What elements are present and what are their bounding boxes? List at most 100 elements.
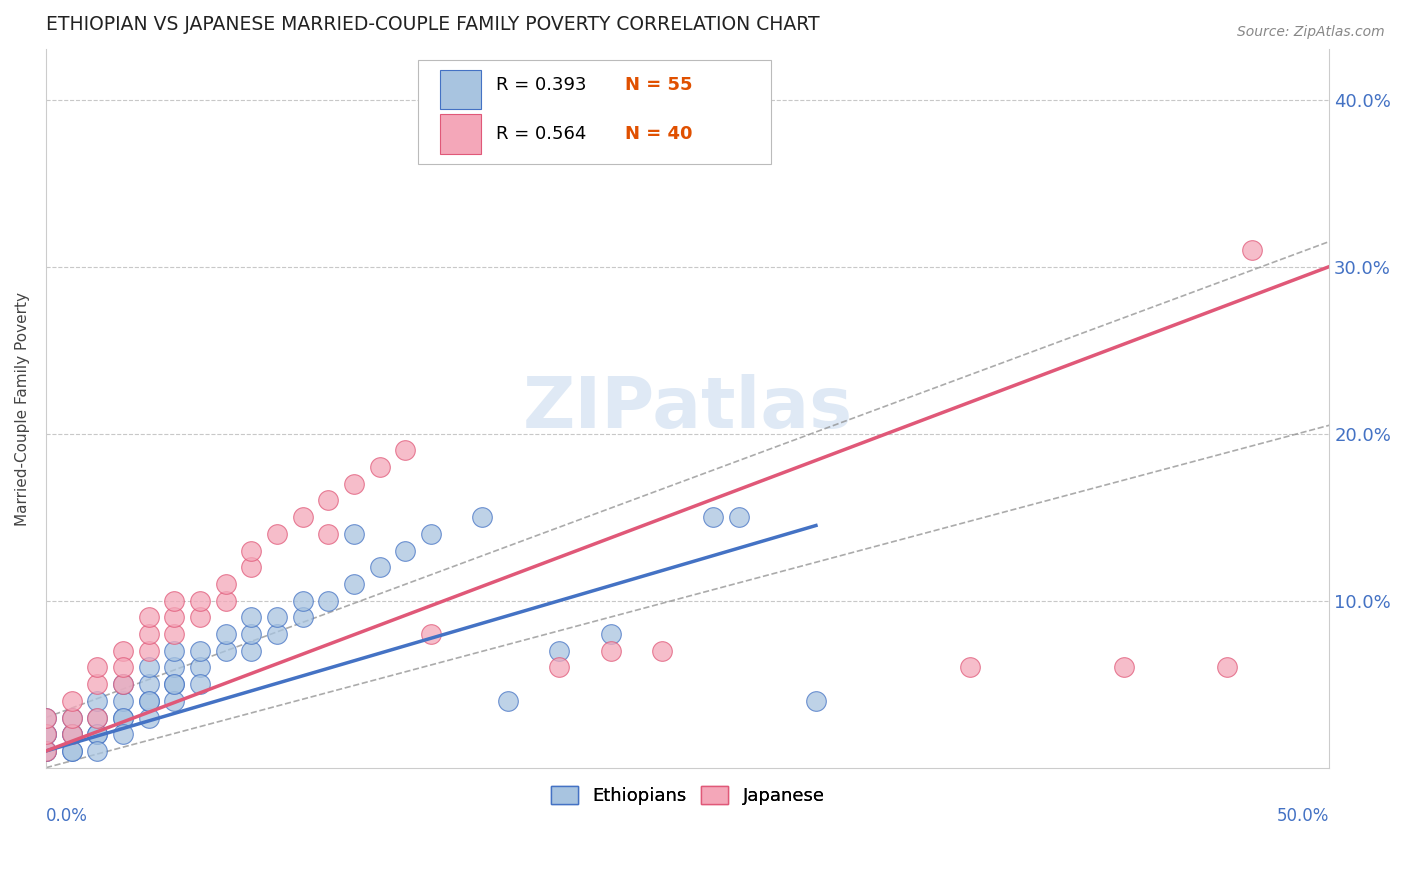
Point [138,710,160,724]
Point [240,627,263,641]
Point [60,710,83,724]
Point [420,526,443,541]
Point [35,744,58,758]
Point [240,644,263,658]
Point [163,677,186,691]
Point [214,627,236,641]
Point [188,660,211,674]
Point [86,710,108,724]
Point [1241,243,1264,257]
Point [471,510,494,524]
Point [35,710,58,724]
Point [111,727,134,741]
Point [60,694,83,708]
Point [548,660,571,674]
Point [60,710,83,724]
Text: R = 0.393: R = 0.393 [496,76,586,95]
Point [291,510,314,524]
Point [368,560,391,574]
Point [1112,660,1135,674]
Point [368,460,391,475]
Point [138,644,160,658]
Point [111,644,134,658]
Point [240,560,263,574]
Point [420,627,443,641]
Point [343,577,366,591]
Point [163,660,186,674]
Point [111,710,134,724]
Point [163,610,186,624]
Point [266,610,288,624]
Point [214,644,236,658]
Point [86,744,108,758]
Point [496,694,519,708]
Point [111,660,134,674]
Point [214,577,236,591]
Point [316,593,339,607]
Point [316,526,339,541]
Point [138,677,160,691]
Point [111,694,134,708]
Point [496,126,519,140]
Text: Source: ZipAtlas.com: Source: ZipAtlas.com [1237,25,1385,39]
Point [86,660,108,674]
Point [188,644,211,658]
Point [599,627,621,641]
Point [35,744,58,758]
Point [111,710,134,724]
Text: 50.0%: 50.0% [1277,807,1329,825]
Point [163,694,186,708]
Text: ETHIOPIAN VS JAPANESE MARRIED-COUPLE FAMILY POVERTY CORRELATION CHART: ETHIOPIAN VS JAPANESE MARRIED-COUPLE FAM… [46,15,820,34]
Point [86,727,108,741]
Point [188,593,211,607]
Point [35,727,58,741]
Point [138,694,160,708]
FancyBboxPatch shape [418,61,770,164]
Text: N = 55: N = 55 [624,76,692,95]
Point [548,644,571,658]
Point [291,610,314,624]
Point [240,610,263,624]
Point [60,727,83,741]
Point [240,543,263,558]
Point [702,510,724,524]
Point [35,710,58,724]
Point [138,660,160,674]
Point [291,593,314,607]
Point [86,727,108,741]
Point [111,677,134,691]
Point [728,510,751,524]
Point [343,526,366,541]
Text: 0.0%: 0.0% [46,807,87,825]
Point [138,627,160,641]
Text: R = 0.564: R = 0.564 [496,125,586,143]
Y-axis label: Married-Couple Family Poverty: Married-Couple Family Poverty [15,292,30,525]
FancyBboxPatch shape [440,70,481,110]
Point [188,610,211,624]
Point [804,694,827,708]
Point [959,660,981,674]
Point [35,727,58,741]
Point [60,727,83,741]
Point [266,526,288,541]
Point [163,677,186,691]
Point [60,744,83,758]
Point [163,627,186,641]
Point [86,694,108,708]
Point [163,644,186,658]
Point [394,443,416,458]
FancyBboxPatch shape [440,114,481,154]
Point [651,644,673,658]
Point [86,677,108,691]
Point [138,694,160,708]
Point [86,710,108,724]
Legend: Ethiopians, Japanese: Ethiopians, Japanese [544,779,832,813]
Point [35,727,58,741]
Point [138,610,160,624]
Point [188,677,211,691]
Point [60,727,83,741]
Point [60,744,83,758]
Point [111,677,134,691]
Text: ZIPatlas: ZIPatlas [523,374,852,443]
Point [599,644,621,658]
